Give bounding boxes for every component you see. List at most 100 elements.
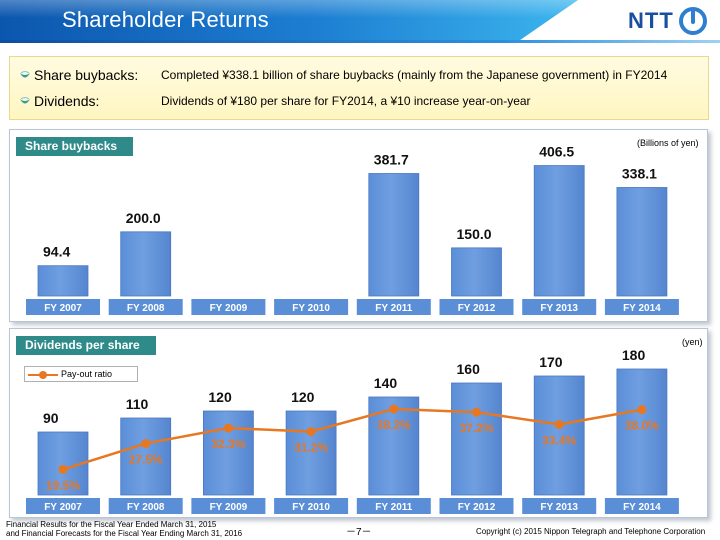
payout-ratio-point xyxy=(306,427,316,437)
page-title: Shareholder Returns xyxy=(62,7,269,32)
bar-value-label: 338.1 xyxy=(622,165,657,181)
category-label: FY 2012 xyxy=(458,502,496,513)
bar xyxy=(533,375,585,496)
payout-ratio-point xyxy=(637,405,647,415)
bar-value-label: 150.0 xyxy=(457,226,492,242)
payout-ratio-label: 38.2% xyxy=(377,418,411,432)
page-number: －7－ xyxy=(346,527,372,538)
category-label: FY 2009 xyxy=(210,502,248,513)
category-tick-box xyxy=(26,498,100,514)
payout-ratio-point xyxy=(554,420,564,430)
payout-ratio-label: 19.5% xyxy=(46,478,80,492)
bar-value-label: 200.0 xyxy=(126,210,161,226)
category-label: FY 2011 xyxy=(375,303,413,314)
footer-line-2: and Financial Forecasts for the Fiscal Y… xyxy=(6,529,243,538)
category-label: FY 2012 xyxy=(458,303,496,314)
payout-ratio-label: 33.4% xyxy=(542,434,576,448)
bar-value-label: 120 xyxy=(291,389,315,405)
payout-ratio-point xyxy=(223,423,233,433)
buybacks-chart-title: Share buybacks xyxy=(16,137,134,156)
category-tick-box xyxy=(439,498,514,514)
payout-ratio-label: 31.2% xyxy=(294,441,328,455)
bar-value-label: 381.7 xyxy=(374,152,409,168)
payout-ratio-line xyxy=(62,407,643,471)
category-label: FY 2007 xyxy=(44,502,82,513)
teal-bullet-icon xyxy=(20,97,30,104)
category-label: FY 2010 xyxy=(292,303,330,314)
title-divider xyxy=(0,40,720,43)
category-tick-box xyxy=(191,498,266,514)
bar-value-label: 406.5 xyxy=(539,144,574,160)
category-tick-box xyxy=(274,299,349,315)
category-label: FY 2014 xyxy=(623,303,661,314)
category-tick-box xyxy=(191,299,266,315)
bar-value-label: 170 xyxy=(539,354,563,370)
legend-label: Pay-out ratio xyxy=(61,369,113,379)
category-tick-box xyxy=(604,498,679,514)
payout-legend: Pay-out ratio xyxy=(24,366,138,382)
category-label: FY 2014 xyxy=(623,502,661,513)
bar xyxy=(616,368,668,496)
footer-copyright: Copyright (c) 2015 Nippon Telegraph and … xyxy=(476,527,706,536)
payout-ratio-label: 37.2% xyxy=(459,421,493,435)
category-label: FY 2013 xyxy=(540,303,578,314)
footer-line-1: Financial Results for the Fiscal Year En… xyxy=(6,520,217,529)
bar xyxy=(285,410,337,496)
payout-ratio-point xyxy=(141,439,151,449)
bar xyxy=(451,247,502,297)
payout-ratio-label: 38.0% xyxy=(625,419,659,433)
category-label: FY 2013 xyxy=(540,502,578,513)
category-tick-box xyxy=(274,498,349,514)
teal-bullet-icon xyxy=(20,71,30,78)
bar xyxy=(37,265,89,297)
payout-ratio-point xyxy=(58,464,68,474)
buybacks-chart: 94.4 FY 2007 200.0 FY 2008 FY 2009 FY 2010 381… xyxy=(26,144,679,315)
bar-value-label: 180 xyxy=(622,347,646,363)
footer-report-title: Financial Results for the Fiscal Year En… xyxy=(6,520,242,538)
bar-value-label: 90 xyxy=(43,410,59,426)
bar xyxy=(533,165,585,297)
summary-buybacks-label: Share buybacks: xyxy=(34,67,139,83)
buybacks-panel: 94.4 FY 2007 200.0 FY 2008 FY 2009 FY 2010 381… xyxy=(9,129,708,322)
summary-box: Share buybacks: Completed ¥338.1 billion… xyxy=(9,56,709,120)
category-tick-box xyxy=(356,498,431,514)
category-tick-box xyxy=(522,498,597,514)
bar-value-label: 110 xyxy=(126,396,149,412)
dividends-chart-title: Dividends per share xyxy=(16,336,156,355)
bar xyxy=(616,187,668,297)
bar-value-label: 160 xyxy=(457,361,481,377)
dividends-panel: 90 FY 2007 110 FY 2008 120 FY 2009 120 FY 2010 1… xyxy=(9,328,708,518)
buybacks-unit-label: (Billions of yen) xyxy=(637,138,699,148)
category-label: FY 2008 xyxy=(127,303,165,314)
category-label: FY 2009 xyxy=(210,303,248,314)
category-tick-box xyxy=(108,299,183,315)
category-label: FY 2007 xyxy=(44,303,82,314)
legend-marker-swatch xyxy=(39,371,47,379)
category-tick-box xyxy=(439,299,514,315)
category-tick-box xyxy=(108,498,183,514)
title-bar xyxy=(0,0,578,40)
payout-ratio-label: 32.3% xyxy=(211,437,245,451)
category-label: FY 2010 xyxy=(292,502,330,513)
ntt-logo-text: NTT xyxy=(628,8,674,33)
bar xyxy=(120,231,172,297)
payout-ratio-point xyxy=(472,407,481,417)
bar xyxy=(368,173,420,297)
dividends-chart: 90 FY 2007 110 FY 2008 120 FY 2009 120 FY 2010 1… xyxy=(26,347,679,514)
summary-dividends-text: Dividends of ¥180 per share for FY2014, … xyxy=(161,94,531,108)
category-tick-box xyxy=(26,299,100,315)
category-label: FY 2008 xyxy=(127,502,165,513)
category-tick-box xyxy=(522,299,597,315)
bar xyxy=(120,417,172,496)
bar xyxy=(451,382,502,496)
dividends-unit-label: (yen) xyxy=(682,337,703,347)
category-tick-box xyxy=(604,299,679,315)
category-tick-box xyxy=(356,299,431,315)
bar-value-label: 94.4 xyxy=(43,244,70,260)
category-label: FY 2011 xyxy=(375,502,413,513)
bar-value-label: 120 xyxy=(208,389,232,405)
bar-value-label: 140 xyxy=(374,375,398,391)
summary-dividends-label: Dividends: xyxy=(34,93,100,109)
ntt-circle-logo-icon xyxy=(679,7,707,35)
payout-ratio-label: 27.5% xyxy=(129,453,163,467)
